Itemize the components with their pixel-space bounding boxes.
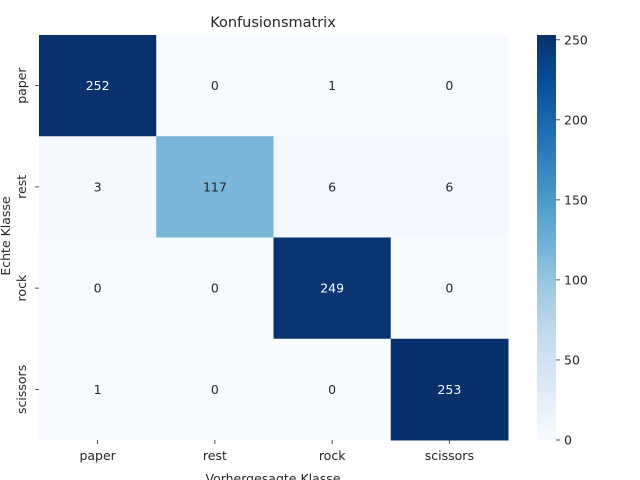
y-axis-label: Echte Klasse (0, 196, 13, 276)
colorbar-tick-label: 150 (564, 192, 588, 207)
cell-value-label: 0 (211, 78, 219, 93)
heatmap-cell (156, 35, 274, 137)
cell-value-label: 249 (320, 281, 344, 296)
y-tick-label: rock (14, 274, 29, 301)
cell-value-label: 0 (94, 281, 102, 296)
heatmap-cell (390, 237, 509, 340)
cell-value-label: 252 (86, 78, 110, 93)
x-axis-label: Vorhergesagte Klasse (205, 471, 340, 480)
heatmap-cell (39, 237, 157, 340)
x-axis-ticks: paper rest rock scissors (79, 440, 474, 463)
colorbar-tick-label: 0 (564, 433, 572, 448)
colorbar-tick-label: 50 (564, 352, 580, 367)
y-tick-label: rest (14, 175, 29, 199)
heatmap-cell-labels: 252 0 1 0 3 117 6 6 0 0 249 0 1 0 0 253 (86, 78, 462, 397)
colorbar-ticks: 0 50 100 150 200 250 (556, 32, 588, 448)
cell-value-label: 6 (328, 179, 336, 194)
x-tick-label: rest (203, 448, 227, 463)
heatmap-cell (156, 338, 274, 441)
colorbar-tick-label: 100 (564, 272, 588, 287)
colorbar-tick-label: 200 (564, 112, 588, 127)
heatmap-cell (273, 35, 392, 137)
cell-value-label: 117 (203, 179, 227, 194)
cell-value-label: 3 (94, 179, 102, 194)
cell-value-label: 0 (445, 78, 453, 93)
cell-value-label: 253 (437, 382, 461, 397)
y-tick-label: paper (14, 67, 29, 104)
y-axis-ticks: paper rest rock scissors (14, 67, 39, 414)
heatmap-cell (273, 136, 392, 238)
colorbar (537, 35, 556, 440)
x-tick-label: scissors (425, 448, 474, 463)
cell-value-label: 1 (94, 382, 102, 397)
cell-value-label: 1 (328, 78, 336, 93)
chart-title: Konfusionsmatrix (210, 15, 336, 31)
cell-value-label: 0 (211, 382, 219, 397)
cell-value-label: 0 (211, 281, 219, 296)
heatmap-cell (39, 136, 157, 238)
heatmap-cell (273, 338, 392, 441)
heatmap-cell (156, 136, 274, 238)
cell-value-label: 6 (445, 179, 453, 194)
heatmap-cell (156, 237, 274, 340)
x-tick-label: rock (319, 448, 346, 463)
heatmap-cell (390, 338, 509, 441)
heatmap-cell (390, 136, 509, 238)
colorbar-tick-label: 250 (564, 32, 588, 47)
cell-value-label: 0 (328, 382, 336, 397)
cell-value-label: 0 (445, 281, 453, 296)
heatmap-cell (39, 35, 157, 137)
heatmap-cell (39, 338, 157, 441)
heatmap-cell (273, 237, 392, 340)
y-tick-label: scissors (14, 365, 29, 414)
heatmap-cell (390, 35, 509, 137)
heatmap-cells (39, 35, 509, 441)
x-tick-label: paper (79, 448, 116, 463)
